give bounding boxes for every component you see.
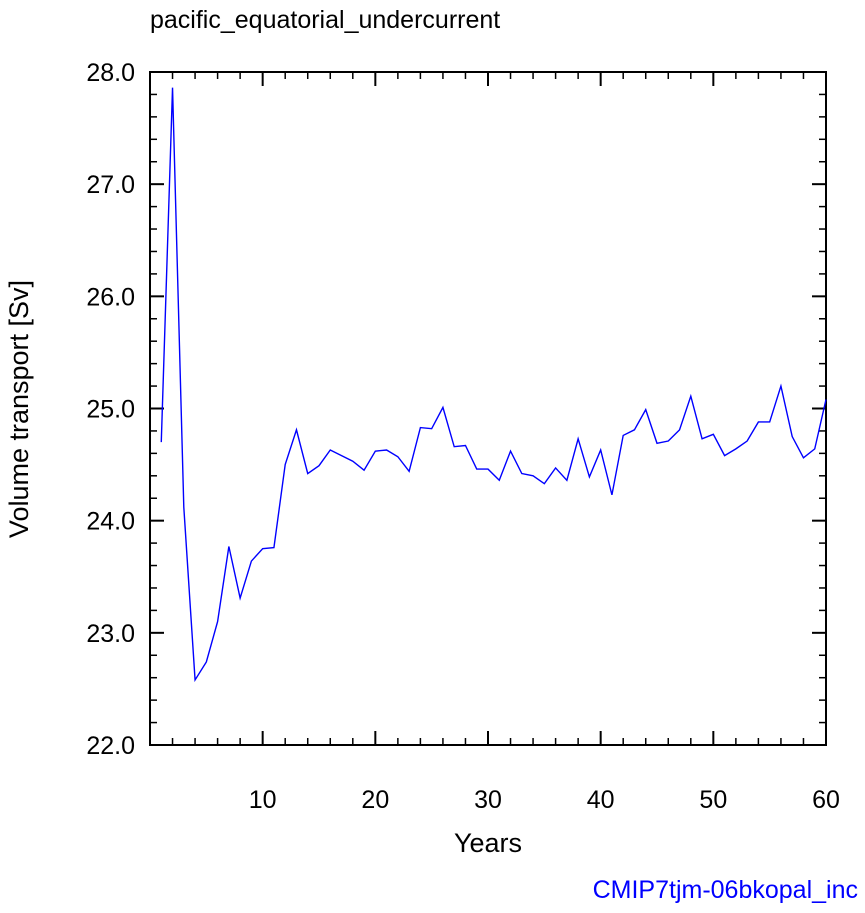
data-point (295, 428, 298, 431)
data-point (543, 482, 546, 485)
plot-border (149, 71, 827, 746)
model-run-label: CMIP7tjm-06bkopal_inc (593, 876, 858, 904)
data-point (757, 420, 760, 423)
minor-ticks (150, 72, 826, 745)
data-point (408, 470, 411, 473)
data-point (250, 560, 253, 563)
data-point (734, 447, 737, 450)
data-point (667, 440, 670, 443)
data-point (768, 420, 771, 423)
data-point (498, 479, 501, 482)
data-point (441, 406, 444, 409)
data-point (825, 398, 828, 401)
y-axis-title: Volume transport [Sv] (4, 280, 34, 538)
data-point (340, 454, 343, 457)
x-tick-label: 50 (699, 786, 727, 814)
data-point (588, 475, 591, 478)
y-tick-label: 23.0 (86, 620, 135, 648)
x-axis-title: Years (454, 828, 522, 858)
data-point (272, 546, 275, 549)
y-tick-label: 28.0 (86, 59, 135, 87)
data-point (318, 464, 321, 467)
major-ticks (150, 71, 827, 746)
data-point (520, 472, 523, 475)
x-tick-label: 20 (361, 786, 389, 814)
data-point (577, 437, 580, 440)
data-point (261, 547, 264, 550)
data-point (509, 450, 512, 453)
data-point (363, 469, 366, 472)
data-point (396, 455, 399, 458)
x-tick-label: 30 (474, 786, 502, 814)
y-tick-label: 27.0 (86, 171, 135, 199)
data-point (374, 450, 377, 453)
data-point (723, 454, 726, 457)
data-point (689, 395, 692, 398)
data-point (565, 479, 568, 482)
x-tick-label: 40 (587, 786, 615, 814)
y-tick-label: 24.0 (86, 508, 135, 536)
data-point (701, 437, 704, 440)
series-points (160, 86, 828, 681)
data-point (453, 445, 456, 448)
data-point (385, 449, 388, 452)
data-point (239, 597, 242, 600)
x-tick-label: 10 (249, 786, 277, 814)
data-point (216, 620, 219, 623)
data-point (430, 427, 433, 430)
data-point (306, 472, 309, 475)
data-point (532, 474, 535, 477)
data-point (610, 493, 613, 496)
chart-title: pacific_equatorial_undercurrent (150, 6, 500, 34)
data-point (813, 447, 816, 450)
data-point (746, 440, 749, 443)
data-point (712, 433, 715, 436)
y-tick-label: 22.0 (86, 732, 135, 760)
data-point (351, 460, 354, 463)
data-point (464, 444, 467, 447)
x-tick-labels: 10 20 30 40 50 60 (249, 786, 840, 814)
data-point (599, 449, 602, 452)
data-point (802, 456, 805, 459)
data-point (194, 678, 197, 681)
data-point (678, 428, 681, 431)
data-point (284, 463, 287, 466)
data-point (633, 428, 636, 431)
y-tick-label: 26.0 (86, 283, 135, 311)
data-point (227, 545, 230, 548)
data-point (644, 408, 647, 411)
data-point (419, 426, 422, 429)
series-line-volume-transport (160, 87, 827, 683)
data-point (622, 434, 625, 437)
plot-frame (149, 71, 827, 746)
data-point (171, 86, 174, 89)
x-tick-label: 60 (812, 786, 840, 814)
y-tick-label: 25.0 (86, 396, 135, 424)
data-point (475, 468, 478, 471)
data-point (329, 449, 332, 452)
data-point (554, 466, 557, 469)
data-point (160, 441, 163, 444)
data-point (656, 442, 659, 445)
data-point (791, 435, 794, 438)
data-point (779, 385, 782, 388)
y-tick-labels: 22.0 23.0 24.0 25.0 26.0 27.0 28.0 (86, 59, 135, 760)
data-point (487, 468, 490, 471)
data-point (182, 506, 185, 509)
data-point (205, 661, 208, 664)
